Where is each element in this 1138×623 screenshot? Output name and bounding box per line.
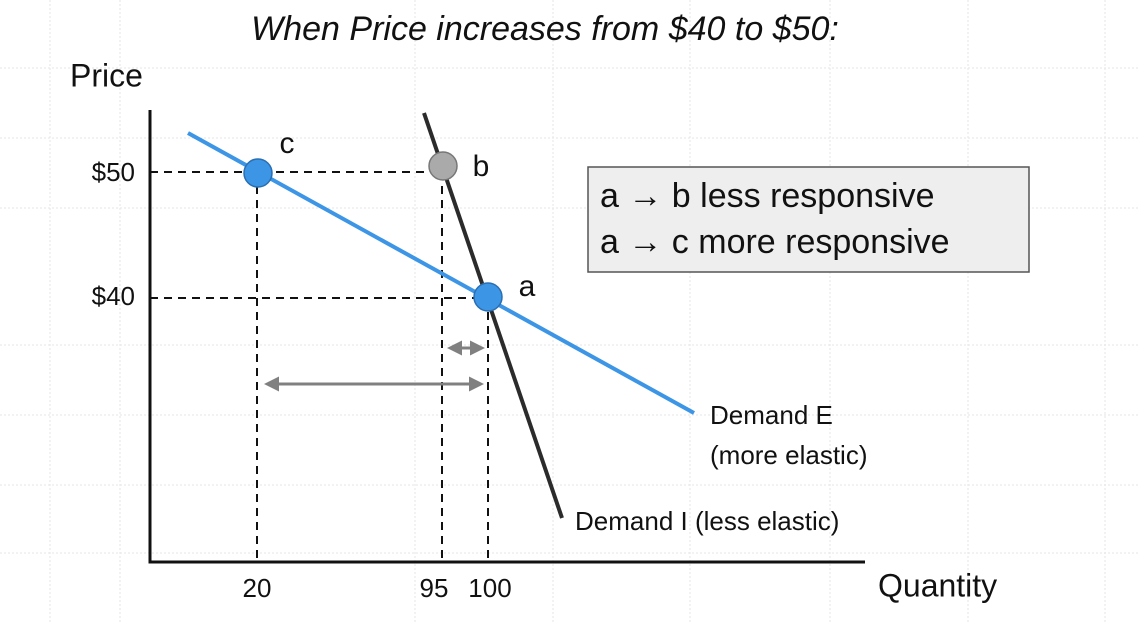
axes: [148, 110, 865, 564]
point-label: b: [473, 150, 490, 183]
y-tick-label: $40: [92, 281, 135, 311]
demand-inelastic: [422, 112, 564, 519]
x-tick-label: 20: [243, 573, 272, 603]
point-label: a: [519, 270, 536, 303]
point-a: [473, 282, 503, 312]
note-line: a → c more responsive: [600, 223, 950, 261]
y-tick-label: $50: [92, 157, 135, 187]
note-line: a → b less responsive: [600, 177, 935, 215]
curve-label: (more elastic): [710, 440, 867, 470]
curve-label: Demand E: [710, 400, 833, 430]
point-c: [243, 158, 273, 188]
point-label: c: [280, 127, 295, 160]
curve-label: Demand I (less elastic): [575, 506, 839, 536]
note-box: [587, 166, 1030, 273]
y-axis-label: Price: [70, 57, 143, 93]
x-tick-label: 100: [468, 573, 511, 603]
x-tick-label: 95: [420, 573, 449, 603]
x-axis-label: Quantity: [878, 567, 997, 603]
title: When Price increases from $40 to $50:: [251, 10, 839, 48]
point-b: [428, 151, 458, 181]
demand-elastic: [187, 131, 695, 415]
